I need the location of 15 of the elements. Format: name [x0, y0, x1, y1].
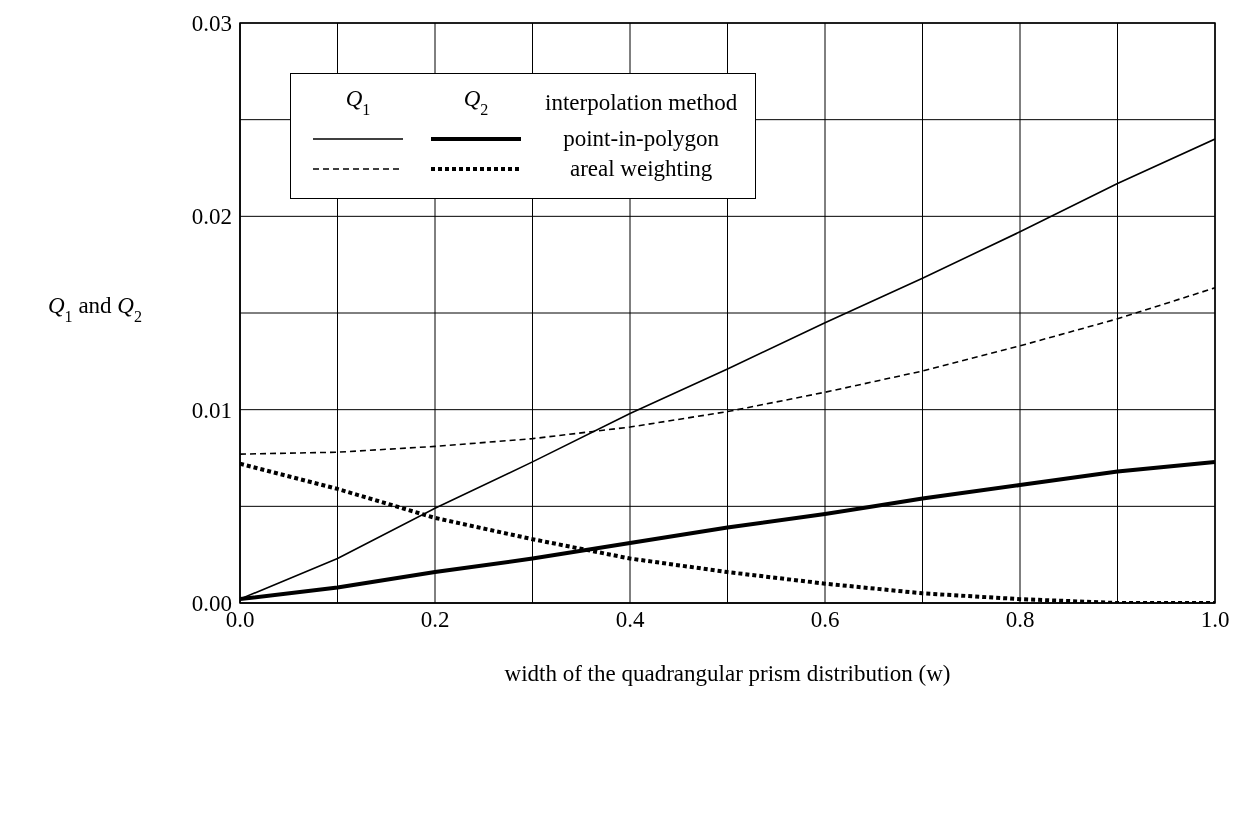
x-tick-label: 0.4 [615, 607, 645, 633]
y-axis-title: Q$_{1}$ and Q$_{2}$ [47, 293, 143, 325]
x-tick-label: 0.6 [810, 607, 840, 633]
x-axis-title: width of the quadrangular prism distribution (w) [504, 661, 951, 686]
y-tick-label: 0.03 [191, 11, 232, 37]
y-tick-label: 0.01 [191, 397, 232, 423]
legend-title: interpolation method [544, 89, 739, 117]
legend-label: point-in-polygon [562, 125, 721, 153]
x-tick-label: 1.0 [1200, 607, 1230, 633]
annotation: Q$_{1}$ [345, 86, 371, 118]
y-tick-label: 0.02 [191, 204, 232, 230]
annotation: Q$_{2}$ [463, 86, 489, 118]
x-tick-label: 0.8 [1005, 607, 1035, 633]
legend-label: areal weighting [568, 155, 714, 183]
x-tick-label: 0.2 [420, 607, 450, 633]
